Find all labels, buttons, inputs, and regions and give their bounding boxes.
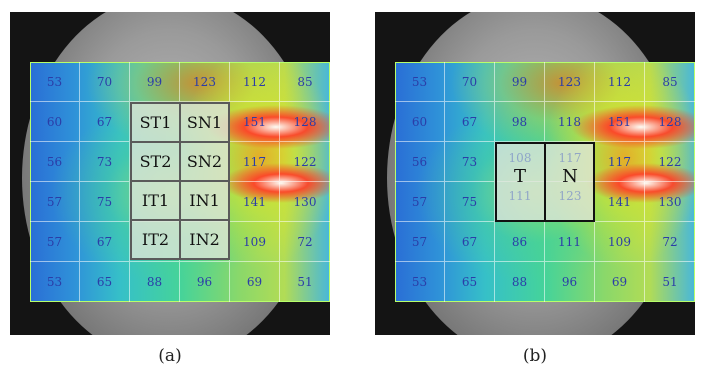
faded-value: 117 (558, 151, 582, 165)
faded-value: 111 (508, 189, 532, 203)
grid-cell-value: 128 (645, 102, 695, 142)
nasal-label: N (562, 165, 578, 187)
sector-it2: IT2 (130, 219, 181, 260)
grid-cell-value: 151 (595, 102, 645, 142)
caption-b: (b) (522, 346, 548, 366)
grid-cell-value: 96 (545, 262, 595, 302)
grid-cell-value: 65 (80, 262, 130, 302)
grid-cell-value: 67 (80, 102, 130, 142)
grid-cell-value: 117 (230, 142, 280, 182)
grid-cell-value: 75 (445, 182, 495, 222)
grid-cell-value: 141 (230, 182, 280, 222)
retinal-thickness-map-b: 53 70 99 123 112 85 60 67 98 118 151 128 56 73 117 122 5… (375, 12, 695, 335)
grid-cell-value: 122 (645, 142, 695, 182)
sector-in1: IN1 (179, 180, 230, 221)
sector-it1: IT1 (130, 180, 181, 221)
grid-cell-value: 117 (595, 142, 645, 182)
grid-cell-value: 112 (230, 62, 280, 102)
grid-cell-value: 118 (545, 102, 595, 142)
caption-a: (a) (158, 346, 182, 366)
grid-cell-value: 85 (280, 62, 330, 102)
grid-cell-value: 151 (230, 102, 280, 142)
grid-cell-value: 65 (445, 262, 495, 302)
grid-cell-value: 53 (30, 262, 80, 302)
grid-cell-value: 67 (80, 222, 130, 262)
grid-cell-value: 51 (662, 275, 678, 289)
grid-cell-value: 123 (180, 62, 230, 102)
grid-cell-value: 130 (645, 182, 695, 222)
grid-cell-value: 57 (395, 182, 445, 222)
grid-cell-value: 109 (595, 222, 645, 262)
grid-cell-value: 111 (545, 222, 595, 262)
grid-cell-value: 99 (495, 62, 545, 102)
grid-cell-value: 98 (495, 102, 545, 142)
sector-st2: ST2 (130, 141, 181, 182)
grid-cell-value: 88 (495, 262, 545, 302)
thickness-grid: 53 70 99 123 112 85 60 67 98 118 151 128 56 73 117 122 5… (395, 62, 695, 302)
grid-cell-value: 75 (80, 182, 130, 222)
grid-cell-value: 56 (395, 142, 445, 182)
grid-cell-value: 88 (130, 262, 180, 302)
grid-cell-value: 69 (595, 262, 645, 302)
grid-cell-value: 99 (130, 62, 180, 102)
grid-cell-value: 70 (80, 62, 130, 102)
grid-cell-value: 67 (445, 222, 495, 262)
retinal-thickness-map-a: 53 70 99 123 112 85 60 67 151 128 56 73 117 122 57 75 14… (10, 12, 330, 335)
grid-cell-value: 53 (30, 62, 80, 102)
grid-cell-value: 109 (230, 222, 280, 262)
grid-cell-value: 51 (297, 275, 313, 289)
grid-cell-value: 57 (395, 222, 445, 262)
faded-value: 108 (508, 151, 532, 165)
grid-cell-value: 70 (445, 62, 495, 102)
grid-cell-value: 141 (595, 182, 645, 222)
grid-cell-value: 56 (30, 142, 80, 182)
grid-cell-value: 53 (395, 62, 445, 102)
sector-sn1: SN1 (179, 102, 230, 143)
grid-cell-value: 72 (645, 222, 695, 262)
sector-in2: IN2 (179, 219, 230, 260)
sector-sn2: SN2 (179, 141, 230, 182)
grid-cell-value: 86 (495, 222, 545, 262)
grid-cell-value: 122 (280, 142, 330, 182)
grid-cell-value: 85 (645, 62, 695, 102)
sector-st1: ST1 (130, 102, 181, 143)
grid-cell-value: 69 (230, 262, 280, 302)
grid-cell-value: 67 (445, 102, 495, 142)
faded-value: 123 (558, 189, 582, 203)
grid-cell-value: 96 (180, 262, 230, 302)
grid-cell-value: 72 (280, 222, 330, 262)
grid-cell-value: 112 (595, 62, 645, 102)
grid-cell-value: 57 (30, 182, 80, 222)
grid-cell-value: 60 (30, 102, 80, 142)
grid-cell-value: 130 (280, 182, 330, 222)
grid-cell-value: 73 (445, 142, 495, 182)
grid-cell-value: 57 (30, 222, 80, 262)
grid-cell-value: 123 (545, 62, 595, 102)
grid-cell-value: 73 (80, 142, 130, 182)
grid-cell-value: 128 (280, 102, 330, 142)
nasal-region-box (544, 142, 595, 222)
temporal-label: T (513, 165, 526, 187)
grid-cell-value: 60 (395, 102, 445, 142)
grid-cell-value: 53 (395, 262, 445, 302)
